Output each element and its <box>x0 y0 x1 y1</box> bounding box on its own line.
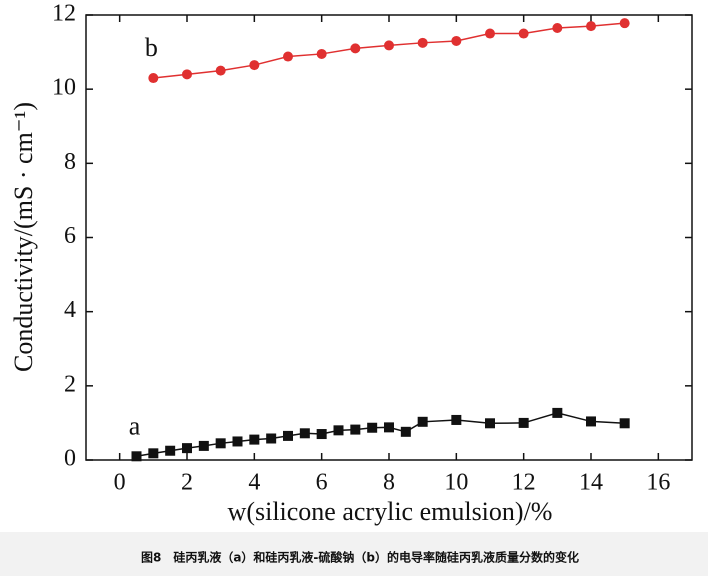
marker <box>316 48 327 59</box>
x-tick-label: 0 <box>114 470 126 496</box>
x-tick-label: 8 <box>383 470 395 496</box>
marker <box>148 73 159 84</box>
marker <box>165 445 176 456</box>
x-tick-label: 4 <box>248 470 260 496</box>
x-tick-label: 2 <box>181 470 193 496</box>
marker <box>518 28 529 39</box>
marker <box>451 414 462 425</box>
marker <box>249 60 260 71</box>
y-tick-label: 12 <box>52 1 76 27</box>
x-tick-label: 16 <box>646 470 670 496</box>
series-line <box>136 412 625 458</box>
marker <box>266 433 277 444</box>
marker <box>316 429 327 440</box>
marker <box>215 438 226 449</box>
marker <box>350 424 361 435</box>
marker <box>283 51 293 62</box>
marker <box>299 428 310 439</box>
series-label: a <box>129 411 141 440</box>
x-tick-label: 6 <box>316 470 328 496</box>
marker <box>182 443 192 454</box>
caption-band <box>0 532 708 576</box>
x-tick-label: 10 <box>444 470 468 496</box>
marker <box>283 430 293 441</box>
marker <box>384 40 394 51</box>
marker <box>384 422 394 433</box>
marker <box>451 35 462 46</box>
marker <box>367 422 378 433</box>
y-tick-label: 0 <box>64 446 76 472</box>
series-label: b <box>145 33 158 62</box>
plot-frame <box>85 14 693 461</box>
x-tick-label: 14 <box>579 470 603 496</box>
marker <box>619 18 630 29</box>
marker <box>249 434 260 445</box>
marker <box>586 416 596 427</box>
y-axis-label: Conductivity/(mS · cm⁻¹) <box>9 102 38 372</box>
y-tick-label: 6 <box>64 223 76 249</box>
x-axis-label: w(silicone acrylic emulsion)/% <box>228 497 553 526</box>
marker <box>148 448 159 459</box>
marker <box>485 418 495 429</box>
caption: 图8 硅丙乳液（a）和硅丙乳液-硫酸钠（b）的电导率随硅丙乳液质量分数的变化 <box>141 550 579 565</box>
marker <box>417 37 428 48</box>
marker <box>586 21 596 32</box>
marker <box>485 28 495 39</box>
y-tick-label: 2 <box>64 371 76 397</box>
marker <box>198 440 209 451</box>
marker <box>518 417 529 428</box>
marker <box>182 69 192 80</box>
marker <box>232 436 243 447</box>
marker <box>552 407 563 418</box>
x-tick-label: 12 <box>512 470 536 496</box>
y-tick-label: 4 <box>64 297 76 323</box>
marker <box>400 426 411 437</box>
marker <box>215 65 226 76</box>
marker <box>552 22 563 33</box>
marker <box>333 425 344 436</box>
y-tick-label: 10 <box>52 75 76 101</box>
marker <box>619 418 630 429</box>
y-tick-label: 8 <box>64 149 76 175</box>
marker <box>417 416 428 427</box>
marker <box>350 43 361 54</box>
marker <box>131 451 142 462</box>
